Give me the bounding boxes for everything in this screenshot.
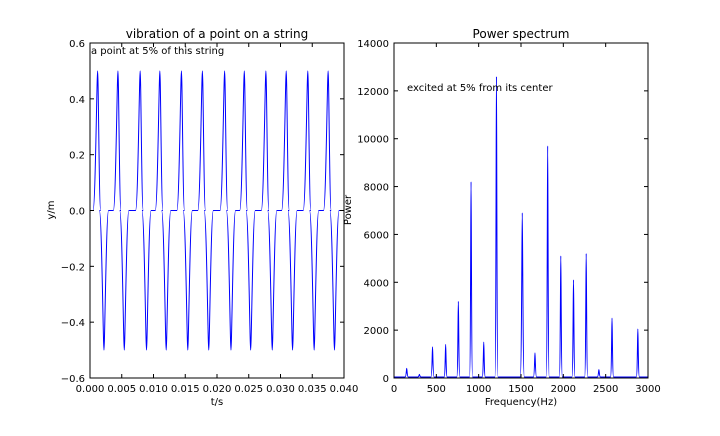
time-y-tick-label: 0.4 (69, 95, 85, 106)
time-y-tick-label: 0.6 (69, 39, 85, 50)
time-y-tick-label: 0.2 (69, 151, 85, 162)
time-series-chart: vibration of a point on a string a point… (46, 27, 358, 408)
time-y-tick-label: 0.0 (69, 207, 85, 218)
spectrum-y-tick-label: 4000 (364, 278, 389, 289)
spectrum-line (394, 77, 648, 378)
time-x-tick-label: 0.035 (298, 384, 327, 395)
time-y-axis-label: y/m (46, 200, 57, 219)
spectrum-chart-title: Power spectrum (473, 27, 570, 41)
spectrum-y-tick-label: 2000 (364, 326, 389, 337)
spectrum-x-tick-label: 2000 (551, 384, 576, 395)
spectrum-y-tick-label: 14000 (357, 39, 389, 50)
time-x-tick-label: 0.030 (266, 384, 295, 395)
time-x-tick-label: 0.040 (330, 384, 359, 395)
spectrum-y-tick-label: 6000 (364, 230, 389, 241)
spectrum-x-tick-label: 2500 (593, 384, 618, 395)
time-x-tick-label: 0.020 (203, 384, 232, 395)
time-x-tick-label: 0.010 (139, 384, 168, 395)
time-x-axis-label: t/s (211, 397, 224, 408)
time-x-tick-label: 0.005 (107, 384, 136, 395)
spectrum-y-axis-label: Power (343, 194, 354, 225)
time-x-tick-label: 0.015 (171, 384, 200, 395)
spectrum-y-tick-label: 0 (383, 374, 389, 385)
spectrum-x-tick-label: 1500 (508, 384, 533, 395)
time-y-tick-label: −0.6 (61, 374, 85, 385)
time-x-tick-label: 0.000 (76, 384, 105, 395)
spectrum-x-axis-label: Frequency(Hz) (485, 397, 557, 408)
spectrum-x-tick-label: 500 (427, 384, 446, 395)
spectrum-y-tick-label: 8000 (364, 183, 389, 194)
spectrum-x-axis: 0 500 1000 1500 2000 2500 3000 (391, 43, 661, 395)
time-chart-annotation: a point at 5% of this string (91, 46, 224, 57)
spectrum-chart-annotation: excited at 5% from its center (407, 83, 553, 94)
spectrum-x-tick-label: 0 (391, 384, 397, 395)
time-plot-area (90, 71, 344, 350)
spectrum-y-tick-label: 12000 (357, 87, 389, 98)
spectrum-y-tick-label: 10000 (357, 135, 389, 146)
time-series-line (90, 71, 344, 350)
spectrum-plot-area (394, 76, 648, 377)
time-y-tick-label: −0.2 (61, 262, 85, 273)
spectrum-x-tick-label: 1000 (466, 384, 491, 395)
spectrum-x-tick-label: 3000 (635, 384, 660, 395)
power-spectrum-chart: Power spectrum excited at 5% from its ce… (343, 27, 661, 408)
time-chart-title: vibration of a point on a string (126, 27, 308, 41)
time-y-tick-label: −0.4 (61, 318, 85, 329)
time-x-tick-label: 0.025 (234, 384, 263, 395)
